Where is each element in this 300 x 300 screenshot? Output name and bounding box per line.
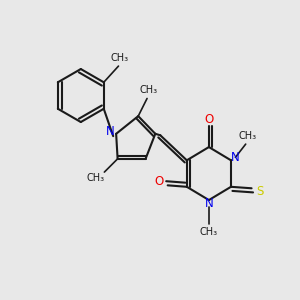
Text: N: N bbox=[231, 151, 240, 164]
Text: N: N bbox=[106, 125, 115, 138]
Text: CH₃: CH₃ bbox=[200, 227, 218, 237]
Text: CH₃: CH₃ bbox=[86, 173, 105, 183]
Text: O: O bbox=[204, 112, 214, 126]
Text: CH₃: CH₃ bbox=[140, 85, 158, 95]
Text: N: N bbox=[205, 197, 213, 210]
Text: CH₃: CH₃ bbox=[239, 131, 257, 141]
Text: O: O bbox=[155, 175, 164, 188]
Text: CH₃: CH₃ bbox=[111, 53, 129, 63]
Text: S: S bbox=[257, 185, 264, 198]
